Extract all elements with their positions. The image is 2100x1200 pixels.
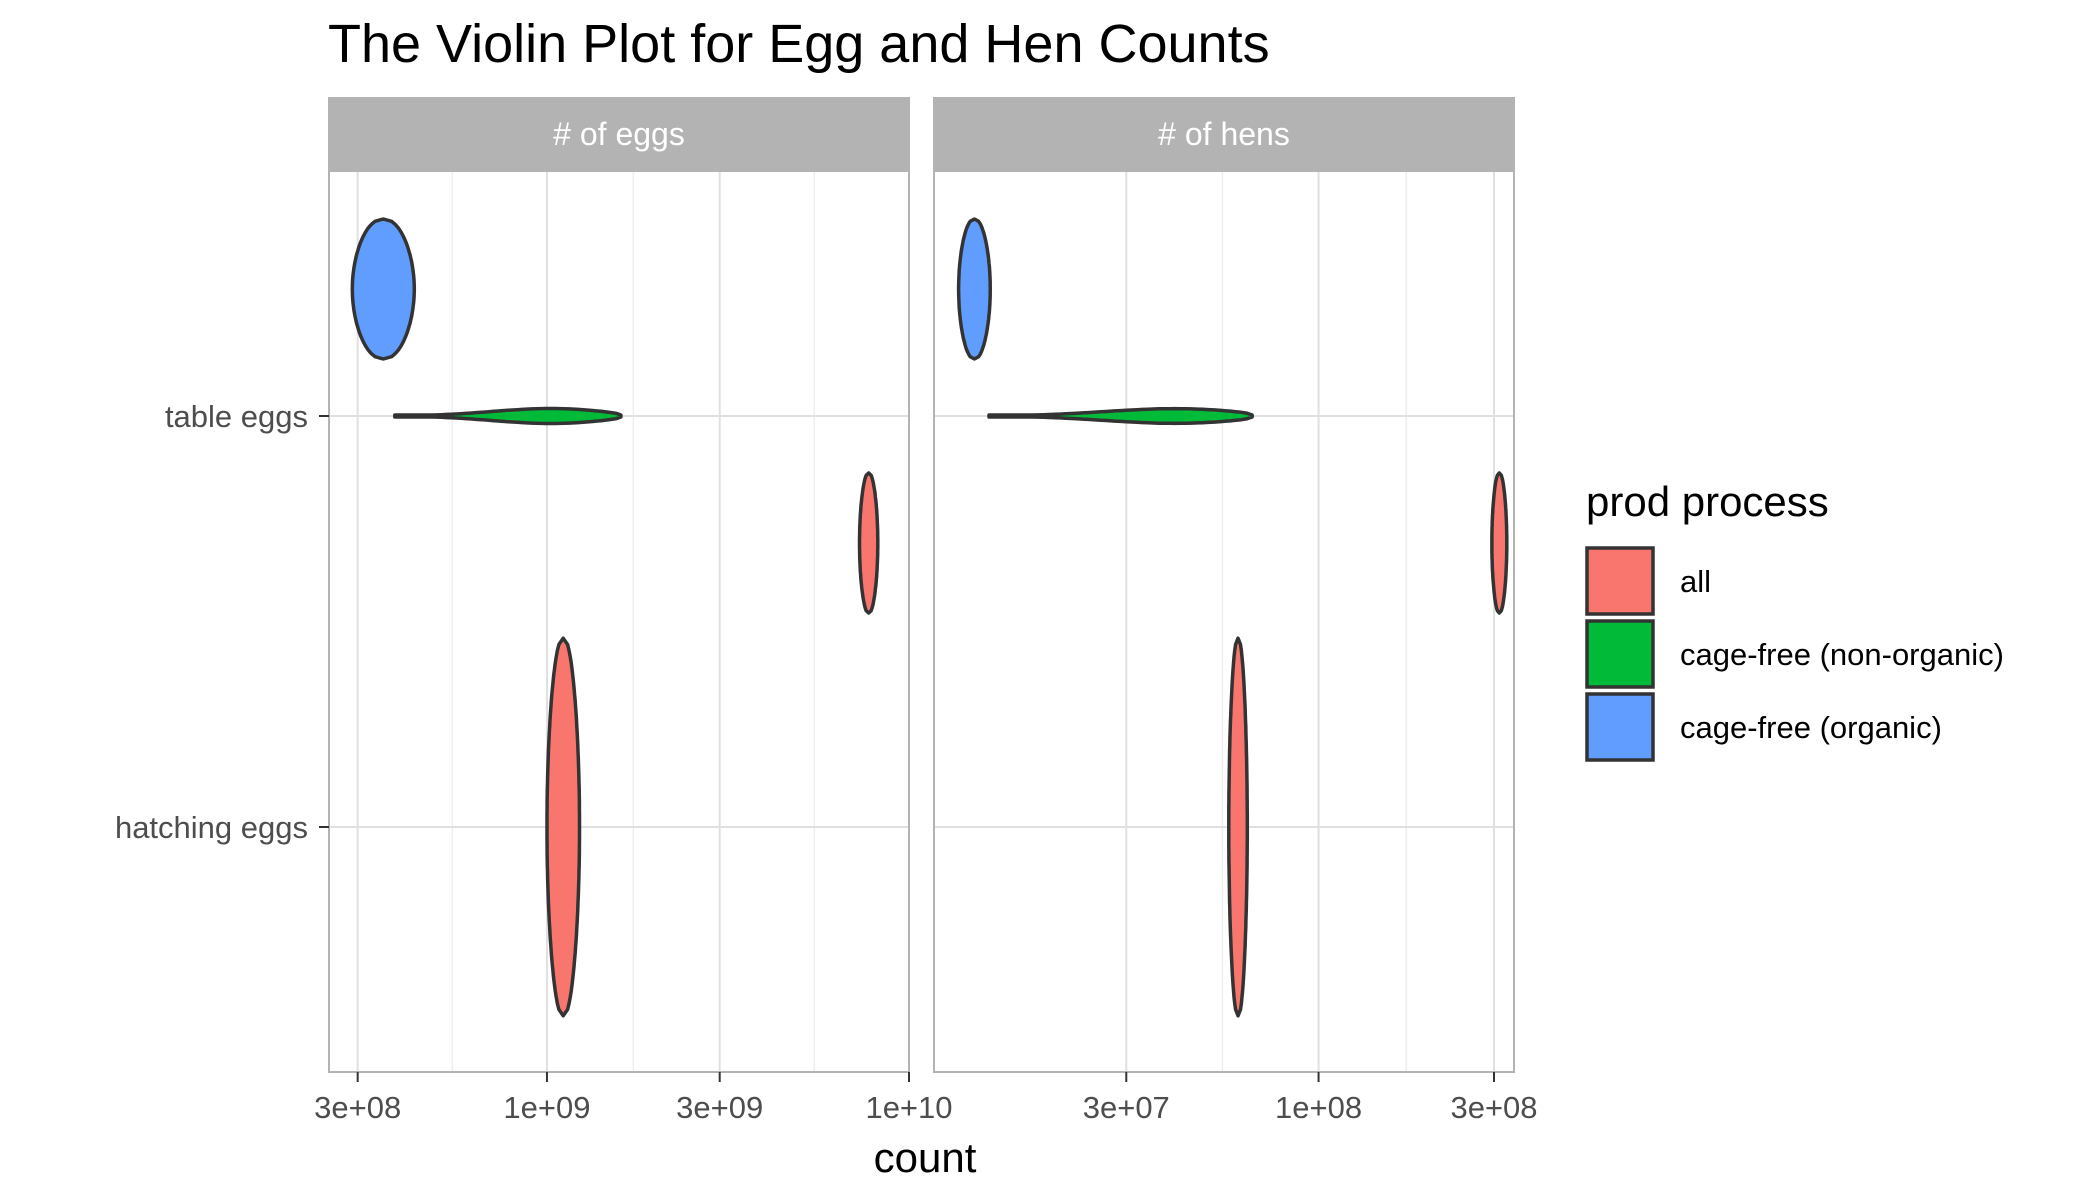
facet-panels: # of eggs 3e+08 1e+09 3e+09 1e+10 # of hens 3e… [314,97,1538,1125]
facet-strip-label: # of hens [1158,116,1290,152]
legend: prod process all cage-free (non-organic) c… [1585,478,2004,762]
legend-entry-3: cage-free (organic) [1585,692,1942,762]
violin-table-eggs-cage-free-non-organic [987,406,1254,426]
violin-hatching-eggs-all [545,636,582,1018]
x-tick-label: 1e+10 [865,1090,952,1125]
legend-label: all [1680,564,1711,599]
violin-table-eggs-all [857,471,880,615]
facet-panel-2: # of hens 3e+07 1e+08 3e+08 [933,97,1538,1125]
x-tick-label: 1e+09 [503,1090,590,1125]
x-tick-label: 3e+08 [314,1090,401,1125]
violin-shape [350,217,417,361]
violin-shape [393,406,623,426]
legend-entry-2: cage-free (non-organic) [1585,619,2004,689]
y-axis: table eggs hatching eggs [115,399,329,845]
legend-entry-1: all [1585,546,1711,616]
facet-panel-1: # of eggs 3e+08 1e+09 3e+09 1e+10 [314,97,953,1125]
violin-shape [956,217,993,361]
x-tick-label: 3e+09 [676,1090,763,1125]
violin-table-eggs-cage-free-organic [350,217,417,361]
y-tick-label: hatching eggs [115,810,308,845]
violin-shape [857,471,880,615]
chart-title: The Violin Plot for Egg and Hen Counts [328,14,1270,74]
violin-table-eggs-cage-free-organic [956,217,993,361]
violin-shape [545,636,582,1018]
legend-swatch [1585,619,1655,689]
x-tick-label: 1e+08 [1275,1090,1362,1125]
x-tick-label: 3e+08 [1450,1090,1537,1125]
facet-strip-label: # of eggs [553,116,685,152]
legend-label: cage-free (organic) [1680,710,1942,745]
violin-hatching-eggs-all [1227,636,1250,1018]
violin-table-eggs-cage-free-non-organic [393,406,623,426]
facet-strip [933,97,1515,172]
panel-background [329,171,909,1072]
x-tick-label: 3e+07 [1083,1090,1170,1125]
panel-background [934,171,1514,1072]
legend-label: cage-free (non-organic) [1680,637,2004,672]
violin-table-eggs-all [1490,471,1509,615]
violin-shape [1490,471,1509,615]
legend-swatch [1585,546,1655,616]
legend-title: prod process [1586,478,1829,525]
legend-swatch [1585,692,1655,762]
violin-shape [987,406,1254,426]
x-axis-title: count [874,1134,977,1181]
y-tick-label: table eggs [165,399,308,434]
violin-shape [1227,636,1250,1018]
facet-strip [328,97,910,172]
